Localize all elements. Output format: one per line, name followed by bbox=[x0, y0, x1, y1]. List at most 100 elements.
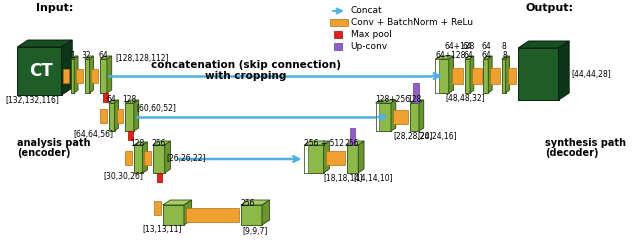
Text: 64: 64 bbox=[107, 95, 116, 104]
Polygon shape bbox=[17, 47, 61, 95]
Bar bbox=[376, 103, 380, 131]
Text: CT: CT bbox=[29, 62, 53, 80]
Text: 64+128: 64+128 bbox=[445, 43, 476, 52]
Polygon shape bbox=[324, 141, 330, 173]
Polygon shape bbox=[71, 59, 74, 93]
Text: [24,24,16]: [24,24,16] bbox=[417, 132, 456, 141]
Text: [28,28,20]: [28,28,20] bbox=[393, 132, 432, 141]
Polygon shape bbox=[488, 56, 492, 93]
Bar bbox=[472, 68, 481, 84]
Text: 128: 128 bbox=[131, 139, 145, 148]
Polygon shape bbox=[435, 56, 454, 59]
Polygon shape bbox=[262, 200, 269, 225]
Polygon shape bbox=[74, 56, 78, 93]
Bar bbox=[508, 68, 516, 84]
Bar bbox=[92, 69, 98, 83]
Polygon shape bbox=[134, 145, 143, 173]
Polygon shape bbox=[358, 141, 364, 173]
Polygon shape bbox=[518, 48, 559, 100]
Polygon shape bbox=[164, 141, 170, 173]
Text: 128: 128 bbox=[407, 95, 421, 104]
Text: 64: 64 bbox=[481, 51, 492, 60]
Polygon shape bbox=[449, 56, 454, 93]
Bar bbox=[157, 173, 162, 182]
Polygon shape bbox=[376, 103, 391, 131]
Text: [18,18,14]: [18,18,14] bbox=[324, 174, 363, 183]
Polygon shape bbox=[134, 100, 139, 131]
Text: 8: 8 bbox=[501, 43, 506, 52]
Polygon shape bbox=[84, 56, 93, 59]
Polygon shape bbox=[305, 141, 330, 145]
Polygon shape bbox=[100, 56, 112, 59]
Polygon shape bbox=[153, 145, 164, 173]
Bar bbox=[116, 109, 124, 123]
Polygon shape bbox=[134, 142, 147, 145]
Text: (encoder): (encoder) bbox=[17, 148, 71, 158]
Bar bbox=[435, 59, 439, 93]
Text: [14,14,10]: [14,14,10] bbox=[353, 174, 393, 183]
Polygon shape bbox=[109, 100, 118, 103]
Polygon shape bbox=[241, 200, 269, 205]
Text: [9,9,7]: [9,9,7] bbox=[243, 226, 268, 235]
Bar bbox=[334, 43, 342, 51]
Polygon shape bbox=[84, 59, 90, 93]
Text: synthesis path: synthesis path bbox=[545, 138, 626, 148]
Text: [30,30,26]: [30,30,26] bbox=[103, 172, 143, 181]
Polygon shape bbox=[61, 40, 72, 95]
Bar bbox=[63, 69, 69, 83]
Bar bbox=[334, 32, 342, 38]
Polygon shape bbox=[518, 41, 569, 48]
Polygon shape bbox=[125, 100, 139, 103]
Polygon shape bbox=[90, 56, 93, 93]
Bar bbox=[413, 83, 419, 103]
Polygon shape bbox=[470, 56, 474, 93]
Text: Up-conv: Up-conv bbox=[351, 43, 388, 52]
Polygon shape bbox=[559, 41, 569, 100]
Polygon shape bbox=[115, 100, 118, 131]
Text: Conv + BatchNorm + ReLu: Conv + BatchNorm + ReLu bbox=[351, 18, 473, 27]
Bar bbox=[154, 201, 161, 215]
Text: 64: 64 bbox=[463, 51, 473, 60]
Text: [48,48,32]: [48,48,32] bbox=[445, 94, 484, 103]
Text: [132,132,116]: [132,132,116] bbox=[6, 95, 60, 104]
Text: 64: 64 bbox=[462, 43, 472, 52]
Polygon shape bbox=[184, 200, 191, 225]
Text: [64,64,56]: [64,64,56] bbox=[73, 130, 113, 139]
Text: Max pool: Max pool bbox=[351, 31, 392, 40]
Bar bbox=[128, 131, 133, 140]
Bar bbox=[145, 151, 151, 165]
Text: 256: 256 bbox=[344, 139, 359, 148]
Text: 64: 64 bbox=[98, 51, 108, 60]
Polygon shape bbox=[241, 205, 262, 225]
Text: 256: 256 bbox=[152, 139, 166, 148]
Text: 256: 256 bbox=[241, 199, 255, 208]
Polygon shape bbox=[465, 59, 470, 93]
Polygon shape bbox=[305, 145, 324, 173]
Bar bbox=[490, 68, 500, 84]
Text: [44,44,28]: [44,44,28] bbox=[571, 69, 611, 78]
Polygon shape bbox=[143, 142, 147, 173]
Text: (decoder): (decoder) bbox=[545, 148, 598, 158]
Polygon shape bbox=[109, 103, 115, 131]
Bar bbox=[452, 68, 463, 84]
Text: 256 + 512: 256 + 512 bbox=[305, 139, 344, 148]
Bar bbox=[330, 19, 348, 26]
Bar bbox=[103, 93, 108, 102]
Bar bbox=[349, 128, 355, 145]
Bar bbox=[100, 109, 107, 123]
Polygon shape bbox=[376, 100, 396, 103]
Polygon shape bbox=[71, 56, 78, 59]
Bar bbox=[393, 110, 408, 124]
Text: 1: 1 bbox=[70, 51, 75, 60]
Polygon shape bbox=[483, 56, 492, 59]
Polygon shape bbox=[506, 56, 509, 93]
Bar bbox=[76, 69, 83, 83]
Polygon shape bbox=[419, 100, 424, 131]
Text: concatenation (skip connection): concatenation (skip connection) bbox=[150, 60, 340, 70]
Polygon shape bbox=[107, 56, 112, 93]
Bar bbox=[186, 208, 239, 222]
Text: with cropping: with cropping bbox=[205, 71, 286, 81]
Text: 64+128: 64+128 bbox=[435, 51, 466, 60]
Text: analysis path: analysis path bbox=[17, 138, 91, 148]
Text: [60,60,52]: [60,60,52] bbox=[137, 104, 177, 113]
